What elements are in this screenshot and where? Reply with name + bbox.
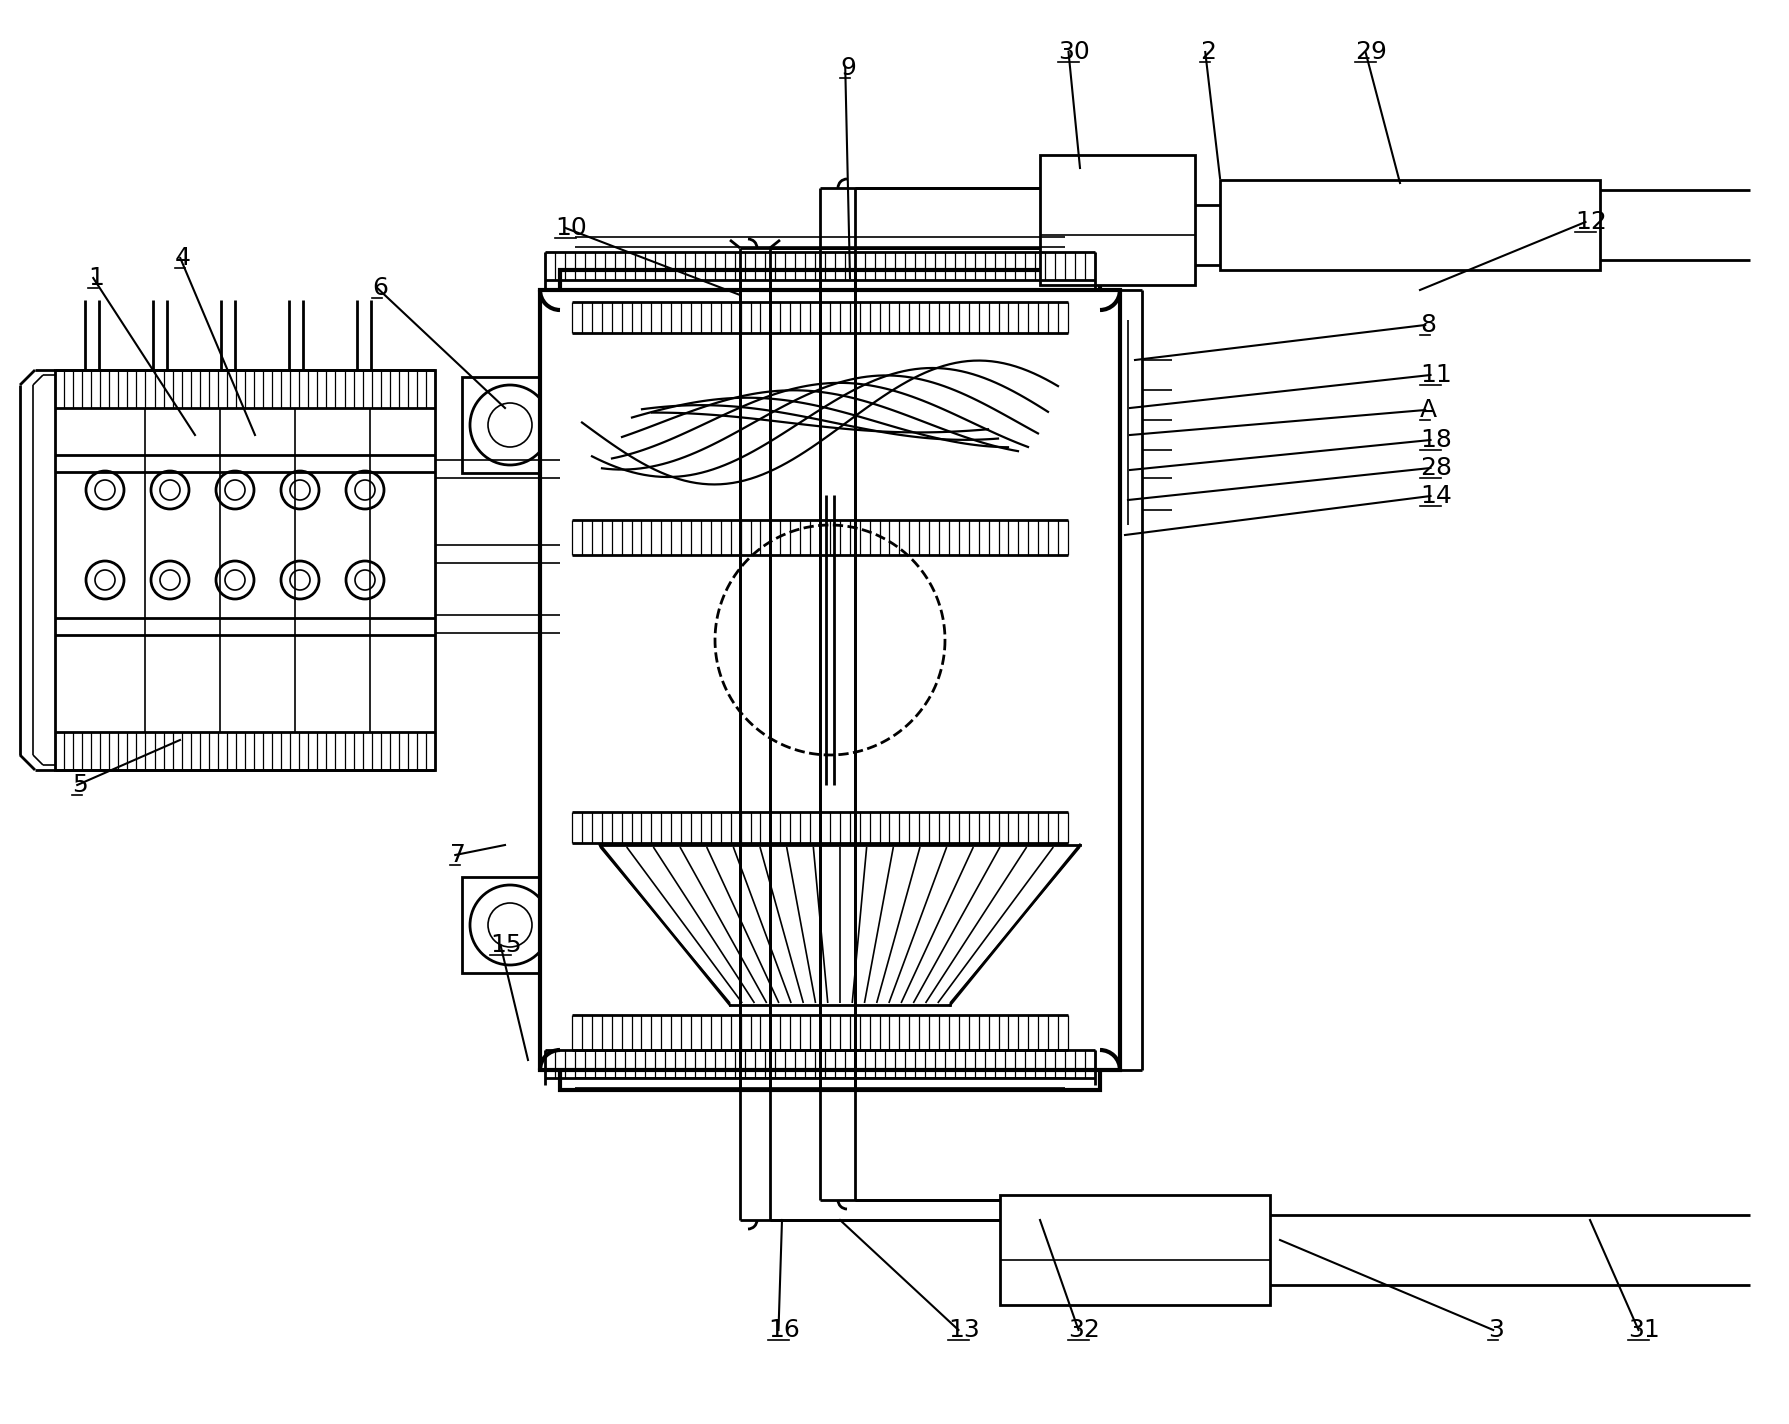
Ellipse shape bbox=[785, 638, 821, 661]
Ellipse shape bbox=[819, 637, 859, 651]
Circle shape bbox=[488, 903, 531, 947]
Ellipse shape bbox=[819, 739, 859, 753]
Bar bbox=[560, 800, 1079, 1049]
Text: 3: 3 bbox=[1487, 1319, 1503, 1341]
Ellipse shape bbox=[785, 729, 821, 752]
Text: 8: 8 bbox=[1419, 313, 1435, 337]
Circle shape bbox=[225, 480, 245, 500]
Text: 10: 10 bbox=[555, 216, 587, 241]
Ellipse shape bbox=[771, 658, 791, 696]
Bar bbox=[572, 812, 1068, 1038]
Bar bbox=[844, 618, 862, 629]
Ellipse shape bbox=[771, 693, 791, 732]
Text: 32: 32 bbox=[1068, 1319, 1098, 1341]
Text: 15: 15 bbox=[490, 933, 521, 957]
Circle shape bbox=[281, 471, 318, 508]
Text: 13: 13 bbox=[948, 1319, 979, 1341]
Text: A: A bbox=[1419, 397, 1437, 422]
Text: 12: 12 bbox=[1574, 209, 1607, 234]
Circle shape bbox=[471, 384, 549, 466]
Circle shape bbox=[281, 561, 318, 600]
Circle shape bbox=[95, 480, 114, 500]
Circle shape bbox=[345, 471, 385, 508]
Bar bbox=[1220, 179, 1599, 271]
Circle shape bbox=[150, 471, 190, 508]
Circle shape bbox=[848, 619, 859, 629]
Ellipse shape bbox=[771, 584, 791, 622]
Circle shape bbox=[86, 561, 123, 600]
Bar bbox=[572, 302, 1068, 543]
Text: 6: 6 bbox=[372, 276, 388, 300]
Ellipse shape bbox=[855, 645, 884, 678]
Ellipse shape bbox=[875, 675, 887, 715]
Bar bbox=[462, 377, 558, 473]
Text: 2: 2 bbox=[1199, 40, 1215, 64]
Text: 28: 28 bbox=[1419, 456, 1451, 480]
Bar bbox=[540, 290, 1120, 1069]
Text: 1: 1 bbox=[88, 266, 104, 290]
Ellipse shape bbox=[819, 527, 859, 541]
Circle shape bbox=[159, 480, 181, 500]
Bar bbox=[462, 877, 558, 973]
Ellipse shape bbox=[855, 602, 884, 634]
Circle shape bbox=[345, 561, 385, 600]
Bar bbox=[560, 290, 1079, 555]
Text: 18: 18 bbox=[1419, 429, 1451, 451]
Bar bbox=[844, 649, 862, 662]
Text: 31: 31 bbox=[1626, 1319, 1658, 1341]
Bar bbox=[1000, 1195, 1268, 1304]
Circle shape bbox=[354, 570, 374, 590]
Text: 9: 9 bbox=[839, 56, 855, 80]
Text: 5: 5 bbox=[72, 773, 88, 797]
Ellipse shape bbox=[855, 535, 884, 567]
Ellipse shape bbox=[855, 712, 884, 745]
Text: 11: 11 bbox=[1419, 363, 1451, 387]
Circle shape bbox=[290, 570, 309, 590]
Bar bbox=[560, 271, 1100, 1089]
Circle shape bbox=[95, 570, 114, 590]
Ellipse shape bbox=[785, 618, 821, 641]
Ellipse shape bbox=[875, 565, 887, 605]
Text: 7: 7 bbox=[449, 843, 465, 867]
Ellipse shape bbox=[785, 528, 821, 551]
Circle shape bbox=[488, 403, 531, 447]
Circle shape bbox=[848, 651, 859, 661]
Circle shape bbox=[150, 561, 190, 600]
Circle shape bbox=[216, 471, 254, 508]
Text: 16: 16 bbox=[767, 1319, 800, 1341]
Circle shape bbox=[225, 570, 245, 590]
Circle shape bbox=[159, 570, 181, 590]
Bar bbox=[810, 648, 850, 668]
Circle shape bbox=[216, 561, 254, 600]
Circle shape bbox=[471, 884, 549, 965]
Circle shape bbox=[354, 480, 374, 500]
Bar bbox=[1079, 305, 1100, 540]
Ellipse shape bbox=[819, 629, 859, 644]
Circle shape bbox=[290, 480, 309, 500]
Text: 14: 14 bbox=[1419, 484, 1451, 508]
Text: 4: 4 bbox=[175, 246, 191, 271]
Bar bbox=[810, 612, 850, 632]
Bar bbox=[1039, 155, 1195, 285]
Text: 29: 29 bbox=[1354, 40, 1386, 64]
Bar bbox=[55, 370, 435, 770]
Text: 30: 30 bbox=[1057, 40, 1090, 64]
Circle shape bbox=[86, 471, 123, 508]
Ellipse shape bbox=[771, 548, 791, 587]
